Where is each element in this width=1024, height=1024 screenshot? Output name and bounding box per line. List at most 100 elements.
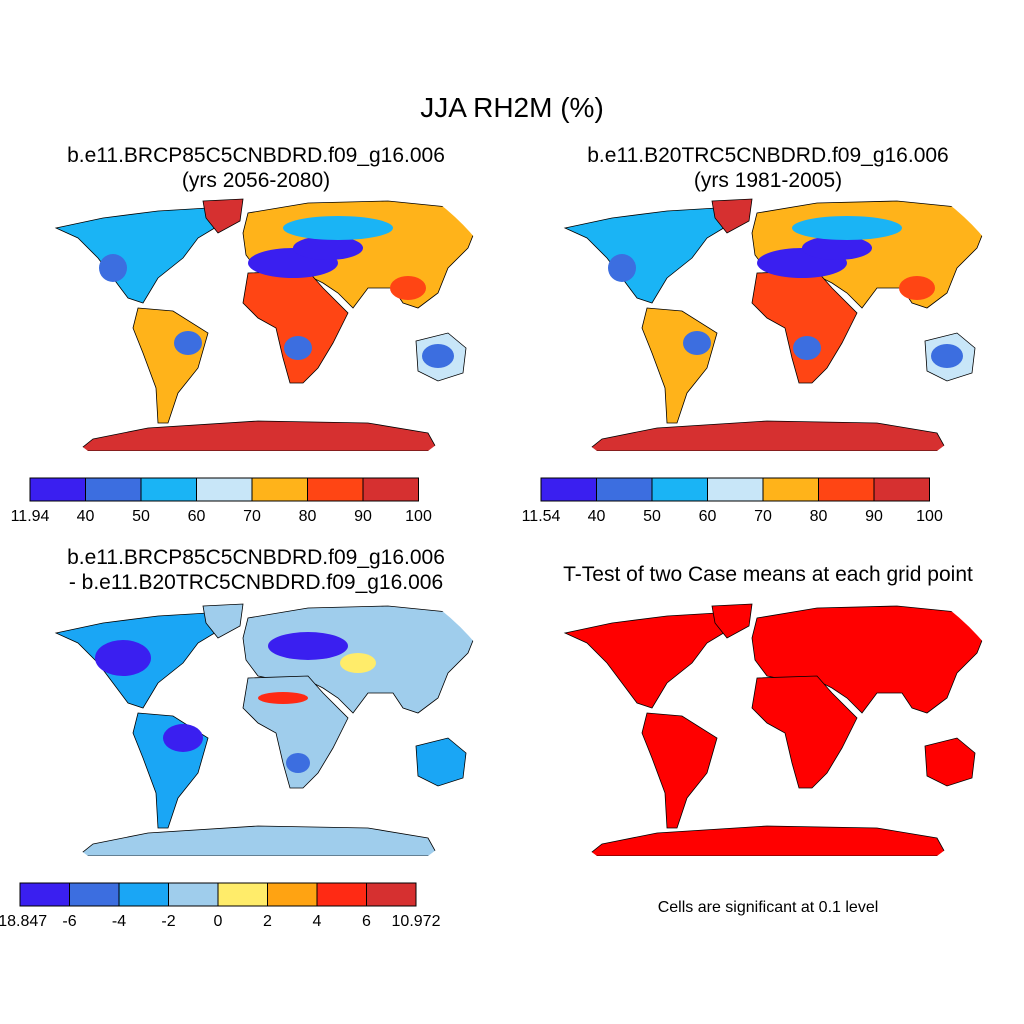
colorbar-box <box>818 477 875 502</box>
colorbar-label: 40 <box>588 508 606 525</box>
colorbar-box <box>251 477 308 502</box>
colorbar-box <box>366 882 417 907</box>
colorbar-box <box>29 477 86 502</box>
panel-4-title: T-Test of two Case means at each grid po… <box>512 562 1024 587</box>
colorbar-future: 11.94 40 50 60 70 80 90 100 <box>11 477 432 525</box>
colorbar-box <box>267 882 318 907</box>
colorbar-label: 4 <box>313 913 322 930</box>
colorbar-label: 80 <box>299 508 317 525</box>
colorbar-label: 50 <box>132 508 150 525</box>
colorbar-label: 80 <box>810 508 828 525</box>
figure-title: JJA RH2M (%) <box>420 92 604 123</box>
region-sahel-moist <box>258 692 308 704</box>
colorbar-label: -4 <box>112 913 126 930</box>
colorbar-label: -18.847 <box>0 913 47 930</box>
colorbar-label: 60 <box>188 508 206 525</box>
region-us-west <box>608 254 636 282</box>
colorbar-label: 90 <box>865 508 883 525</box>
colorbar-difference: -18.847 -6 -4 -2 0 2 4 6 10.972 <box>0 882 441 930</box>
colorbar-label: 0 <box>214 913 223 930</box>
colorbar-box <box>168 882 219 907</box>
colorbar-label: 60 <box>699 508 717 525</box>
map-historical-rh <box>517 195 1017 451</box>
colorbar-box <box>69 882 120 907</box>
colorbar-label: -2 <box>161 913 175 930</box>
colorbar-box <box>307 477 364 502</box>
landmass-africa <box>242 270 349 384</box>
region-central-asia-dry <box>802 236 872 260</box>
colorbar-label: 100 <box>916 508 943 525</box>
region-central-asia-dry <box>293 236 363 260</box>
landmass-antarctica <box>76 825 439 856</box>
region-amazon-drying <box>163 724 203 752</box>
colorbar-label: -6 <box>62 913 76 930</box>
panel-2-title: b.e11.B20TRC5CNBDRD.f09_g16.006 (yrs 198… <box>512 143 1024 193</box>
colorbar-box <box>316 882 367 907</box>
region-australia-dry <box>931 344 963 368</box>
colorbar-box <box>540 477 597 502</box>
landmass-greenland <box>202 198 244 234</box>
landmass-samerica <box>641 712 718 829</box>
colorbar-box <box>707 477 764 502</box>
colorbar-box <box>85 477 142 502</box>
panel-1-title-line2: (yrs 2056-2080) <box>181 169 331 192</box>
landmass-australia <box>924 737 976 787</box>
landmass-africa <box>751 270 858 384</box>
region-brazil <box>174 331 202 355</box>
landmass-greenland <box>711 198 753 234</box>
landmass-australia <box>415 737 467 787</box>
colorbar-box <box>196 477 253 502</box>
panel-3-title-line1: b.e11.BRCP85C5CNBDRD.f09_g16.006 <box>67 546 445 569</box>
region-south-africa <box>284 336 312 360</box>
region-siberia <box>283 216 393 240</box>
colorbar-box <box>873 477 930 502</box>
colorbar-label: 2 <box>263 913 272 930</box>
landmass-antarctica <box>585 420 948 451</box>
colorbar-box <box>217 882 268 907</box>
colorbar-label: 11.54 <box>522 508 561 525</box>
colorbar-label: 50 <box>643 508 661 525</box>
colorbar-label: 10.972 <box>392 913 441 930</box>
colorbar-label: 70 <box>243 508 261 525</box>
colorbar-label: 90 <box>354 508 372 525</box>
panel-3-title: b.e11.BRCP85C5CNBDRD.f09_g16.006 - b.e11… <box>0 545 512 595</box>
colorbar-box <box>762 477 819 502</box>
colorbar-box <box>651 477 708 502</box>
panel-2-title-line2: (yrs 1981-2005) <box>693 169 843 192</box>
region-east-asia <box>899 276 935 300</box>
region-east-asia <box>390 276 426 300</box>
landmass-namerica <box>54 207 224 304</box>
panel-1-title: b.e11.BRCP85C5CNBDRD.f09_g16.006 (yrs 20… <box>0 143 512 193</box>
map-ttest-significance <box>517 600 1017 856</box>
landmass-namerica <box>563 612 733 709</box>
map-difference-rh <box>8 600 508 856</box>
colorbar-label: 6 <box>362 913 371 930</box>
colorbar-label: 70 <box>754 508 772 525</box>
region-us-drying <box>95 640 151 676</box>
landmass-africa <box>751 675 858 789</box>
colorbar-historical: 11.54 40 50 60 70 80 90 100 <box>522 477 943 525</box>
landmass-antarctica <box>76 420 439 451</box>
landmass-namerica <box>563 207 733 304</box>
region-s-africa-drying <box>286 753 310 773</box>
colorbar-box <box>19 882 70 907</box>
colorbar-label: 100 <box>405 508 432 525</box>
landmass-antarctica <box>585 825 948 856</box>
panel-2-title-line1: b.e11.B20TRC5CNBDRD.f09_g16.006 <box>587 144 949 167</box>
region-central-asia-moist <box>340 653 376 673</box>
panel-4-title-line1: T-Test of two Case means at each grid po… <box>563 563 973 586</box>
region-europe-drying <box>268 632 348 660</box>
panel-1-title-line1: b.e11.BRCP85C5CNBDRD.f09_g16.006 <box>67 144 445 167</box>
colorbar-box <box>362 477 419 502</box>
region-brazil <box>683 331 711 355</box>
landmass-africa <box>242 675 349 789</box>
colorbar-label: 40 <box>77 508 95 525</box>
region-us-west <box>99 254 127 282</box>
region-australia-dry <box>422 344 454 368</box>
map-future-rh <box>8 195 508 451</box>
landmass-greenland <box>202 603 244 639</box>
landmass-greenland <box>711 603 753 639</box>
colorbar-box <box>118 882 169 907</box>
region-south-africa <box>793 336 821 360</box>
significance-note: Cells are significant at 0.1 level <box>657 899 879 916</box>
